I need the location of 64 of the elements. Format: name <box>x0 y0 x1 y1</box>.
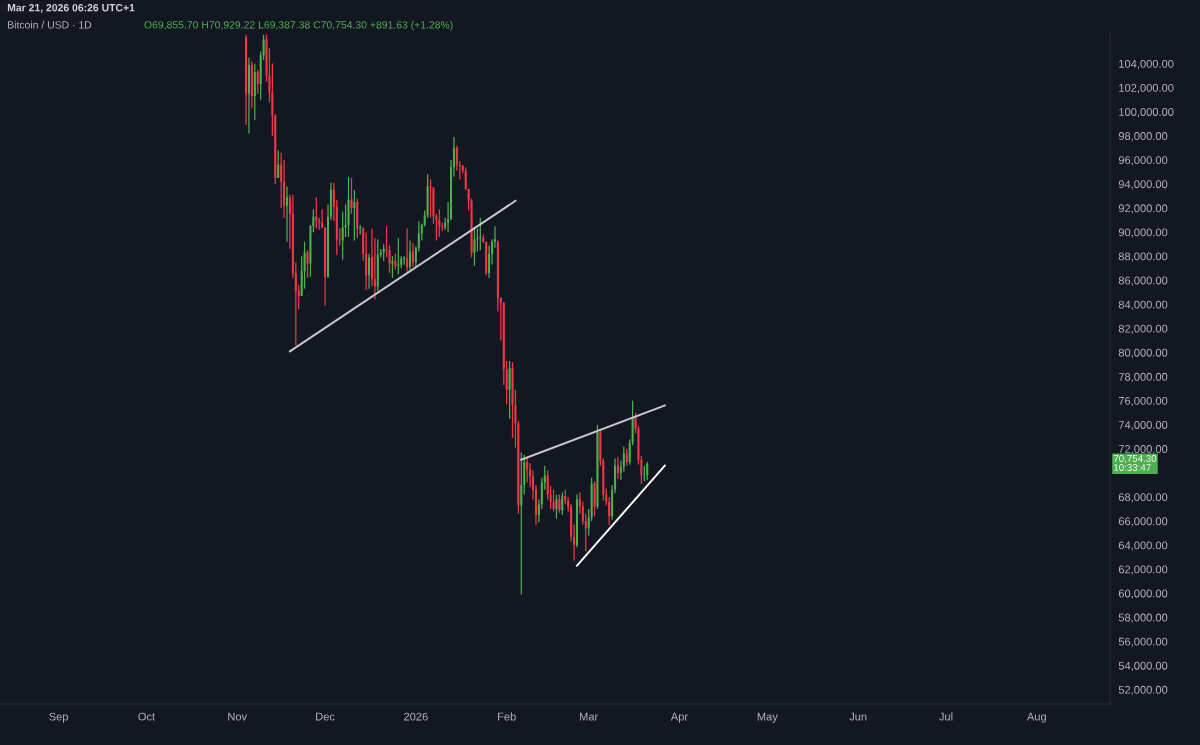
candlestick <box>347 176 350 238</box>
y-tick-label: 66,000.00 <box>1118 517 1168 527</box>
candlestick <box>435 213 438 242</box>
x-tick-label: Mar <box>580 712 599 721</box>
y-tick-label: 88,000.00 <box>1118 252 1168 262</box>
candlestick <box>520 451 523 596</box>
candlestick <box>350 177 353 215</box>
y-tick-label: 78,000.00 <box>1118 372 1168 383</box>
candlestick <box>365 231 368 291</box>
chart-subtitle: O69,855.70 H70,929.22 L69,387.38 C70,754.30 +891.63 (+1.28%) <box>144 20 453 31</box>
y-tick-label: 56,000.00 <box>1118 637 1168 647</box>
y-tick-label: 82,000.00 <box>1118 324 1168 334</box>
candlestick <box>473 226 476 267</box>
y-tick-label: 104,000.00 <box>1119 59 1174 70</box>
y-tick-label: 84,000.00 <box>1118 300 1168 310</box>
candlestick <box>555 493 558 520</box>
y-tick-label: 64,000.00 <box>1118 541 1168 551</box>
text: Mar 21, 2026 06:26 UTC+1 <box>7 4 135 13</box>
chart-title: Bitcoin / USD · 1D <box>8 20 92 29</box>
candlestick <box>411 242 414 268</box>
y-tick-label: 72,000.00 <box>1118 445 1168 455</box>
x-tick-label: Aug <box>1026 712 1046 723</box>
candlestick <box>277 149 280 179</box>
candlestick <box>508 360 511 420</box>
y-tick-label: 86,000.00 <box>1118 276 1168 286</box>
y-tick-label: 90,000.00 <box>1118 228 1168 238</box>
y-tick-label: 62,000.00 <box>1118 565 1168 575</box>
y-tick-label: 98,000.00 <box>1118 132 1168 142</box>
candlestick <box>306 249 309 279</box>
y-tick-label: 92,000.00 <box>1118 204 1168 214</box>
candlestick <box>406 227 409 273</box>
y-tick-label: 100,000.00 <box>1119 108 1174 118</box>
text: 10:33:47 <box>1114 464 1151 471</box>
y-tick-label: 68,000.00 <box>1118 493 1168 503</box>
x-tick-label: Apr <box>670 712 688 723</box>
x-tick-label: Sep <box>49 712 68 723</box>
x-tick-label: May <box>757 712 778 723</box>
y-tick-label: 54,000.00 <box>1118 661 1168 671</box>
x-tick-label: Oct <box>138 712 155 721</box>
y-tick-label: 96,000.00 <box>1118 156 1168 166</box>
x-tick-label: Nov <box>228 712 248 721</box>
candlestick <box>596 424 599 510</box>
y-tick-label: 102,000.00 <box>1119 83 1174 94</box>
x-tick-label: Feb <box>498 712 516 721</box>
x-tick-label: Jun <box>849 712 867 721</box>
y-tick-label: 80,000.00 <box>1118 348 1168 358</box>
candlestick <box>552 489 555 513</box>
candlestick <box>429 178 432 219</box>
y-tick-label: 52,000.00 <box>1118 685 1168 696</box>
x-tick-label: Jul <box>939 712 953 721</box>
candlestick <box>616 456 619 480</box>
candlestick <box>646 461 649 481</box>
x-tick-label: Dec <box>316 712 335 721</box>
y-tick-label: 94,000.00 <box>1118 180 1168 190</box>
y-tick-label: 74,000.00 <box>1118 421 1168 431</box>
x-tick-label: 2026 <box>404 712 428 721</box>
candlestick <box>256 69 259 95</box>
candlestick <box>526 456 529 484</box>
text: 70,754.30 <box>1113 455 1157 464</box>
y-tick-label: 76,000.00 <box>1118 396 1168 407</box>
candlestick <box>388 244 391 274</box>
y-tick-label: 58,000.00 <box>1118 613 1168 623</box>
y-tick-label: 60,000.00 <box>1118 589 1168 599</box>
candlestick <box>593 480 596 517</box>
